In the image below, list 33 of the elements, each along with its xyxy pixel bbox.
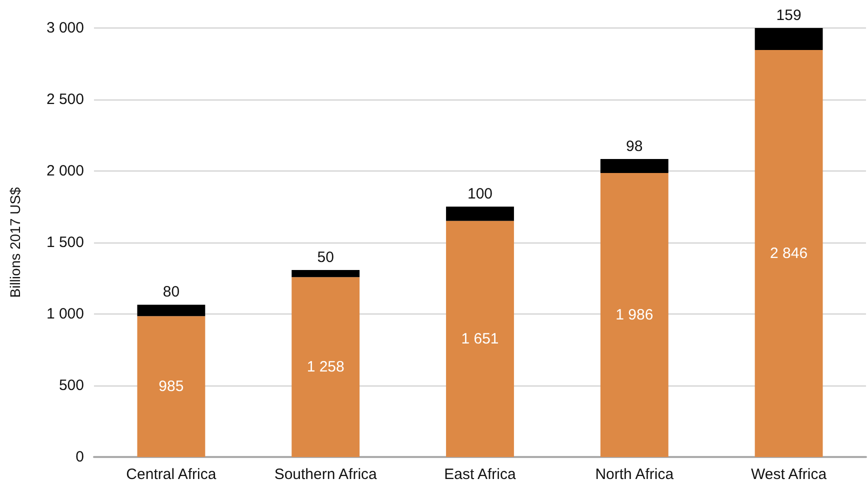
y-tick-label: 2 500 <box>46 91 84 108</box>
data-label: 98 <box>626 138 643 155</box>
y-tick-label: 1 500 <box>46 234 84 251</box>
bar <box>446 220 514 457</box>
bar <box>600 173 668 457</box>
bar <box>754 28 823 50</box>
x-tick-label: Southern Africa <box>274 466 378 483</box>
bar <box>754 50 823 457</box>
y-tick-label: 2 000 <box>46 162 84 180</box>
bar <box>446 206 514 221</box>
bar <box>292 277 360 457</box>
data-label: 1 258 <box>306 358 344 376</box>
data-label: 1 986 <box>616 306 654 324</box>
bar <box>137 304 206 316</box>
data-label: 100 <box>467 186 493 203</box>
data-label: 2 846 <box>770 245 808 262</box>
data-label: 50 <box>317 248 334 266</box>
x-tick-label: North Africa <box>595 466 674 483</box>
x-tick-label: East Africa <box>444 466 517 483</box>
data-label: 159 <box>776 7 802 24</box>
x-tick-label: West Africa <box>751 466 828 483</box>
data-label: 1 651 <box>461 330 499 348</box>
data-label: 985 <box>158 378 184 396</box>
y-tick-label: 0 <box>76 448 84 466</box>
x-tick-label: Central Africa <box>126 466 217 483</box>
bar <box>137 316 206 457</box>
y-tick-label: 500 <box>58 377 84 394</box>
y-axis-title: Billions 2017 US$ <box>7 187 23 298</box>
bar <box>600 158 668 173</box>
bar <box>292 270 360 278</box>
y-tick-label: 3 000 <box>46 20 84 36</box>
data-label: 80 <box>162 284 180 301</box>
y-tick-label: 1 000 <box>46 306 84 322</box>
